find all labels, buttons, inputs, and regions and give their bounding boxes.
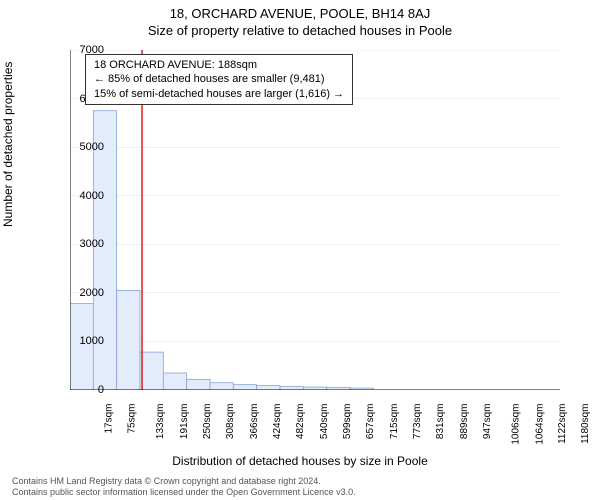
x-tick-label: 1180sqm [580,404,591,444]
y-axis-label: Number of detached properties [1,62,15,227]
x-tick-label: 366sqm [249,404,260,440]
y-tick-label: 3000 [80,238,104,250]
annotation-line2: ← 85% of detached houses are smaller (9,… [94,72,344,86]
chart-footer: Contains HM Land Registry data © Crown c… [12,476,356,498]
x-tick-label: 1064sqm [534,404,545,445]
histogram-bar [140,352,163,390]
x-tick-label: 1122sqm [557,404,568,444]
x-tick-label: 947sqm [482,404,493,440]
x-tick-label: 17sqm [103,404,114,434]
x-tick-label: 250sqm [202,404,213,440]
histogram-bar [233,385,256,390]
annotation-box: 18 ORCHARD AVENUE: 188sqm ← 85% of detac… [85,54,353,105]
histogram-bar [210,383,233,390]
x-tick-label: 308sqm [225,404,236,440]
x-tick-label: 133sqm [155,404,166,440]
histogram-bar [163,373,186,390]
y-tick-label: 0 [98,384,104,396]
y-tick-label: 4000 [80,190,104,202]
x-tick-label: 1006sqm [511,404,522,445]
chart-container: 18, ORCHARD AVENUE, POOLE, BH14 8AJ Size… [0,0,600,500]
chart-title-main: 18, ORCHARD AVENUE, POOLE, BH14 8AJ [0,0,600,21]
x-tick-label: 715sqm [389,404,400,440]
x-tick-label: 889sqm [459,404,470,440]
chart-title-sub: Size of property relative to detached ho… [0,21,600,38]
histogram-bar [280,387,303,390]
x-tick-label: 540sqm [319,404,330,440]
x-tick-label: 191sqm [179,404,190,440]
annotation-line3: 15% of semi-detached houses are larger (… [94,87,344,101]
footer-line2: Contains public sector information licen… [12,487,356,498]
x-tick-label: 75sqm [127,404,138,434]
y-tick-label: 5000 [80,141,104,153]
annotation-line1: 18 ORCHARD AVENUE: 188sqm [94,58,344,72]
histogram-bar [117,290,140,390]
y-tick-label: 1000 [80,335,104,347]
footer-line1: Contains HM Land Registry data © Crown c… [12,476,356,487]
x-tick-label: 657sqm [365,404,376,440]
histogram-bar [257,386,280,390]
histogram-bar [187,379,210,390]
x-tick-label: 831sqm [435,404,446,440]
x-tick-label: 773sqm [412,404,423,440]
x-tick-label: 599sqm [342,404,353,440]
x-tick-label: 482sqm [295,404,306,440]
x-axis-label: Distribution of detached houses by size … [0,454,600,468]
x-tick-label: 424sqm [272,404,283,440]
y-tick-label: 2000 [80,287,104,299]
